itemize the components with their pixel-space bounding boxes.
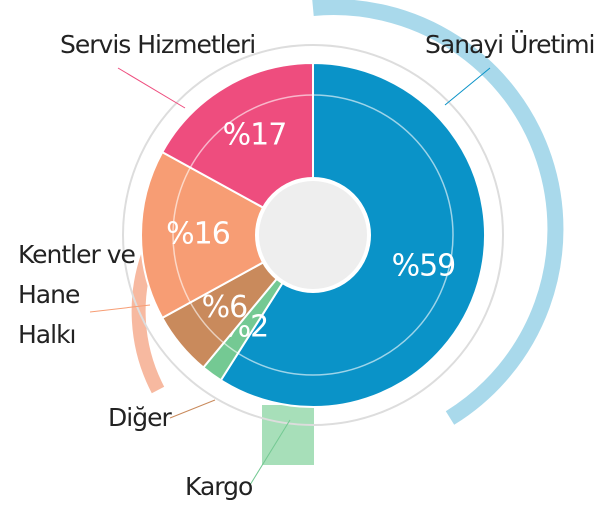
label: Diğer <box>108 403 172 432</box>
leader <box>117 67 186 109</box>
center-hole <box>255 177 371 293</box>
leader <box>444 67 491 106</box>
inner-ring <box>172 94 454 376</box>
slice <box>140 150 316 320</box>
value-label: %16 <box>166 217 230 252</box>
value-label: %17 <box>223 118 287 153</box>
value-label: %59 <box>392 249 456 284</box>
leader <box>89 304 151 313</box>
label: Servis Hizmetleri <box>60 30 256 59</box>
label: Kargo <box>185 472 253 501</box>
leader <box>169 399 216 419</box>
decor-ring <box>122 44 504 426</box>
label: Sanayi Üretimi <box>425 30 595 59</box>
leader <box>249 419 291 486</box>
label: Kentler ve Hane Halkı <box>18 240 136 349</box>
decor-band <box>262 405 314 465</box>
value-label: %6 <box>202 290 248 325</box>
decor-arc <box>312 0 564 425</box>
